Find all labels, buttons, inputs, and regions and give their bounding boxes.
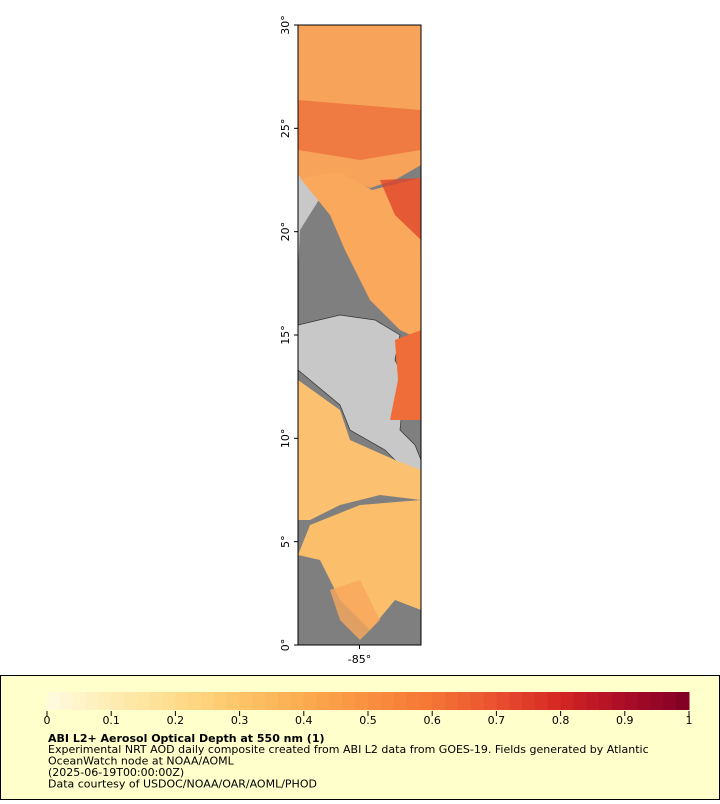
colorbar-cell bbox=[85, 692, 99, 710]
colorbar-cell bbox=[650, 692, 664, 710]
colorbar-tick-label: 0.8 bbox=[552, 714, 570, 727]
colorbar-cell bbox=[419, 692, 433, 710]
land bbox=[298, 175, 322, 270]
y-tick-label: 25° bbox=[279, 119, 292, 139]
legend-description: (2025-06-19T00:00:00Z) bbox=[48, 766, 184, 779]
colorbar-tick-label: 0.9 bbox=[616, 714, 634, 727]
colorbar-cell bbox=[586, 692, 600, 710]
colorbar-tick-label: 0.6 bbox=[423, 714, 441, 727]
colorbar-cell bbox=[252, 692, 266, 710]
colorbar-cell bbox=[355, 692, 369, 710]
aerosol-region bbox=[330, 580, 380, 640]
colorbar-cell bbox=[611, 692, 626, 710]
colorbar-cell bbox=[368, 692, 382, 710]
land bbox=[298, 314, 421, 476]
colorbar-cell bbox=[676, 692, 690, 710]
colorbar-cell bbox=[457, 692, 472, 710]
y-tick-label: 5° bbox=[279, 535, 292, 548]
x-tick-label: -85° bbox=[348, 653, 371, 666]
y-tick-label: 10° bbox=[279, 429, 292, 449]
aerosol-region bbox=[300, 172, 421, 340]
colorbar-cell bbox=[162, 692, 176, 710]
colorbar-cell bbox=[136, 692, 151, 710]
colorbar-cell bbox=[432, 692, 446, 710]
colorbar-cell bbox=[534, 692, 549, 710]
colorbar-cell bbox=[98, 692, 112, 710]
y-tick-label: 15° bbox=[279, 325, 292, 345]
aerosol-region bbox=[298, 100, 421, 160]
colorbar-cell bbox=[290, 692, 305, 710]
colorbar-cell bbox=[226, 692, 241, 710]
colorbar-cell bbox=[599, 692, 613, 710]
colorbar-tick-label: 0.1 bbox=[102, 714, 120, 727]
colorbar-cell bbox=[329, 692, 343, 710]
colorbar-cell bbox=[509, 692, 523, 710]
legend-description: Data courtesy of USDOC/NOAA/OAR/AOML/PHO… bbox=[48, 778, 317, 791]
colorbar-cell bbox=[393, 692, 408, 710]
colorbar-cell bbox=[637, 692, 651, 710]
colorbar-tick-label: 1 bbox=[686, 714, 693, 727]
colorbar-cell bbox=[59, 692, 74, 710]
colorbar-tick-label: 0.7 bbox=[488, 714, 506, 727]
colorbar-cell bbox=[47, 692, 61, 710]
y-tick-label: 20° bbox=[279, 222, 292, 242]
colorbar-cell bbox=[573, 692, 587, 710]
colorbar-cell bbox=[342, 692, 356, 710]
y-tick-label: 0° bbox=[279, 639, 292, 652]
colorbar-cell bbox=[380, 692, 395, 710]
colorbar-cell bbox=[188, 692, 202, 710]
y-tick-label: 30° bbox=[279, 15, 292, 35]
colorbar-cell bbox=[522, 692, 536, 710]
colorbar-cell bbox=[496, 692, 510, 710]
colorbar-cell bbox=[149, 692, 164, 710]
colorbar-cell bbox=[445, 692, 459, 710]
aerosol-region bbox=[298, 500, 421, 630]
colorbar-cell bbox=[316, 692, 330, 710]
colorbar-cell bbox=[265, 692, 279, 710]
aerosol-region bbox=[390, 330, 421, 420]
colorbar-tick-label: 0.3 bbox=[231, 714, 249, 727]
legend-title: ABI L2+ Aerosol Optical Depth at 550 nm … bbox=[48, 732, 325, 745]
colorbar-cell bbox=[483, 692, 497, 710]
colorbar-cell bbox=[213, 692, 228, 710]
colorbar-tick-label: 0.5 bbox=[359, 714, 377, 727]
aerosol-region bbox=[298, 380, 421, 520]
colorbar-cell bbox=[624, 692, 639, 710]
colorbar-cell bbox=[663, 692, 677, 710]
colorbar-cell bbox=[201, 692, 215, 710]
colorbar-cell bbox=[239, 692, 253, 710]
colorbar-tick-label: 0.2 bbox=[167, 714, 185, 727]
colorbar-tick-label: 0.4 bbox=[295, 714, 313, 727]
aerosol-region bbox=[380, 178, 421, 240]
colorbar-cell bbox=[278, 692, 292, 710]
legend-description: Experimental NRT AOD daily composite cre… bbox=[48, 743, 649, 756]
colorbar-cell bbox=[175, 692, 189, 710]
legend-description: OceanWatch node at NOAA/AOML bbox=[48, 755, 235, 768]
colorbar-cell bbox=[303, 692, 318, 710]
colorbar-cell bbox=[547, 692, 562, 710]
map-area bbox=[298, 25, 421, 645]
colorbar-cell bbox=[124, 692, 138, 710]
colorbar-cell bbox=[406, 692, 420, 710]
colorbar-cell bbox=[72, 692, 87, 710]
colorbar-cell bbox=[470, 692, 485, 710]
colorbar-cell bbox=[111, 692, 125, 710]
colorbar-tick-label: 0 bbox=[44, 714, 51, 727]
colorbar-cell bbox=[560, 692, 574, 710]
